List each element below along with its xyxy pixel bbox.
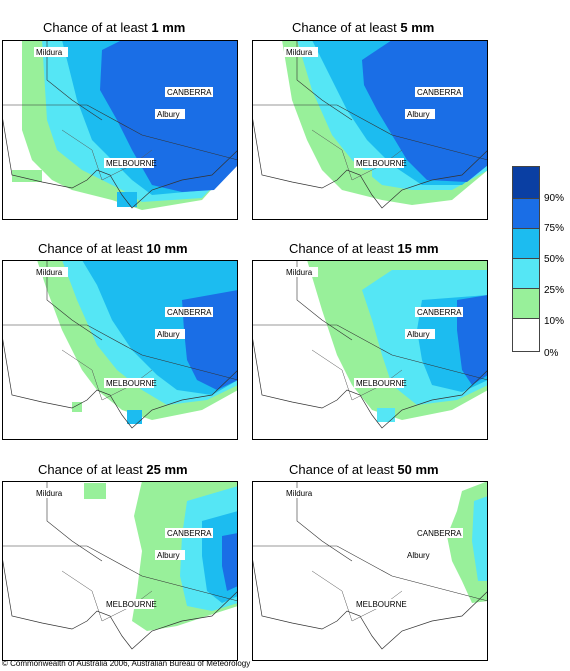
legend-label-25: 25% <box>544 285 565 296</box>
map-25mm: Mildura CANBERRA Albury MELBOURNE <box>2 481 238 661</box>
city-canberra: CANBERRA <box>415 87 463 97</box>
svg-text:Mildura: Mildura <box>36 48 63 57</box>
city-mildura: Mildura <box>284 267 318 277</box>
city-canberra: CANBERRA <box>165 528 213 538</box>
city-melbourne: MELBOURNE <box>104 599 157 609</box>
svg-text:CANBERRA: CANBERRA <box>167 308 212 317</box>
svg-text:Mildura: Mildura <box>36 268 63 277</box>
legend-label-90: 90% <box>544 193 565 204</box>
legend-label-0: 0% <box>544 348 559 359</box>
city-mildura: Mildura <box>284 47 318 57</box>
svg-text:Mildura: Mildura <box>286 48 313 57</box>
panel-title-1mm: Chance of at least 1 mm <box>43 20 186 35</box>
legend-swatch-50 <box>512 228 540 259</box>
legend-label-75: 75% <box>544 223 565 234</box>
svg-text:CANBERRA: CANBERRA <box>167 88 212 97</box>
city-mildura: Mildura <box>34 47 68 57</box>
map-50mm-svg: Mildura CANBERRA Albury MELBOURNE <box>252 481 488 661</box>
city-canberra: CANBERRA <box>415 307 463 317</box>
svg-text:MELBOURNE: MELBOURNE <box>356 600 407 609</box>
city-albury: Albury <box>155 109 185 119</box>
svg-text:Albury: Albury <box>407 330 430 339</box>
map-10mm-svg: Mildura CANBERRA Albury MELBOURNE <box>2 260 238 440</box>
panel-title-10mm: Chance of at least 10 mm <box>38 241 188 256</box>
svg-text:CANBERRA: CANBERRA <box>417 88 462 97</box>
map-25mm-svg: Mildura CANBERRA Albury MELBOURNE <box>2 481 238 661</box>
panel-title-15mm: Chance of at least 15 mm <box>289 241 439 256</box>
map-5mm: Mildura CANBERRA Albury MELBOURNE <box>252 40 488 220</box>
map-1mm-svg: Mildura CANBERRA Albury MELBOURNE <box>2 40 238 220</box>
legend-swatch-75 <box>512 198 540 229</box>
svg-text:MELBOURNE: MELBOURNE <box>356 159 407 168</box>
legend-label-50: 50% <box>544 254 565 265</box>
map-15mm: Mildura CANBERRA Albury MELBOURNE <box>252 260 488 440</box>
svg-text:CANBERRA: CANBERRA <box>417 529 462 538</box>
legend-label-10: 10% <box>544 316 565 327</box>
svg-text:CANBERRA: CANBERRA <box>167 529 212 538</box>
city-canberra: CANBERRA <box>165 87 213 97</box>
city-albury: Albury <box>405 329 435 339</box>
svg-text:CANBERRA: CANBERRA <box>417 308 462 317</box>
city-melbourne: MELBOURNE <box>104 378 157 388</box>
svg-text:Mildura: Mildura <box>286 489 313 498</box>
city-albury: Albury <box>155 550 185 560</box>
map-50mm: Mildura CANBERRA Albury MELBOURNE <box>252 481 488 661</box>
svg-text:Albury: Albury <box>157 110 180 119</box>
svg-text:MELBOURNE: MELBOURNE <box>106 600 157 609</box>
map-10mm: Mildura CANBERRA Albury MELBOURNE <box>2 260 238 440</box>
city-melbourne: MELBOURNE <box>104 158 157 168</box>
svg-text:Albury: Albury <box>157 551 180 560</box>
city-albury: Albury <box>405 550 435 560</box>
svg-text:Mildura: Mildura <box>36 489 63 498</box>
panel-title-25mm: Chance of at least 25 mm <box>38 462 188 477</box>
svg-text:Albury: Albury <box>157 330 180 339</box>
map-15mm-svg: Mildura CANBERRA Albury MELBOURNE <box>252 260 488 440</box>
legend-swatch-25 <box>512 258 540 289</box>
city-canberra: CANBERRA <box>415 528 463 538</box>
legend-swatch-10 <box>512 288 540 319</box>
svg-text:Albury: Albury <box>407 110 430 119</box>
svg-text:MELBOURNE: MELBOURNE <box>106 159 157 168</box>
city-melbourne: MELBOURNE <box>354 378 407 388</box>
panel-title-5mm: Chance of at least 5 mm <box>292 20 435 35</box>
city-albury: Albury <box>155 329 185 339</box>
city-mildura: Mildura <box>34 267 68 277</box>
city-mildura: Mildura <box>34 488 68 498</box>
svg-text:Mildura: Mildura <box>286 268 313 277</box>
svg-text:MELBOURNE: MELBOURNE <box>356 379 407 388</box>
svg-text:MELBOURNE: MELBOURNE <box>106 379 157 388</box>
map-5mm-svg: Mildura CANBERRA Albury MELBOURNE <box>252 40 488 220</box>
legend-swatch-90 <box>512 166 540 199</box>
svg-text:Albury: Albury <box>407 551 430 560</box>
city-mildura: Mildura <box>284 488 318 498</box>
copyright-notice: © Commonwealth of Australia 2006, Austra… <box>2 659 251 668</box>
legend-swatch-0 <box>512 318 540 352</box>
city-melbourne: MELBOURNE <box>354 158 407 168</box>
city-canberra: CANBERRA <box>165 307 213 317</box>
city-melbourne: MELBOURNE <box>354 599 407 609</box>
panel-title-50mm: Chance of at least 50 mm <box>289 462 439 477</box>
map-1mm: Mildura CANBERRA Albury MELBOURNE <box>2 40 238 220</box>
probability-legend: 90% 75% 50% 25% 10% 0% <box>512 166 570 366</box>
city-albury: Albury <box>405 109 435 119</box>
